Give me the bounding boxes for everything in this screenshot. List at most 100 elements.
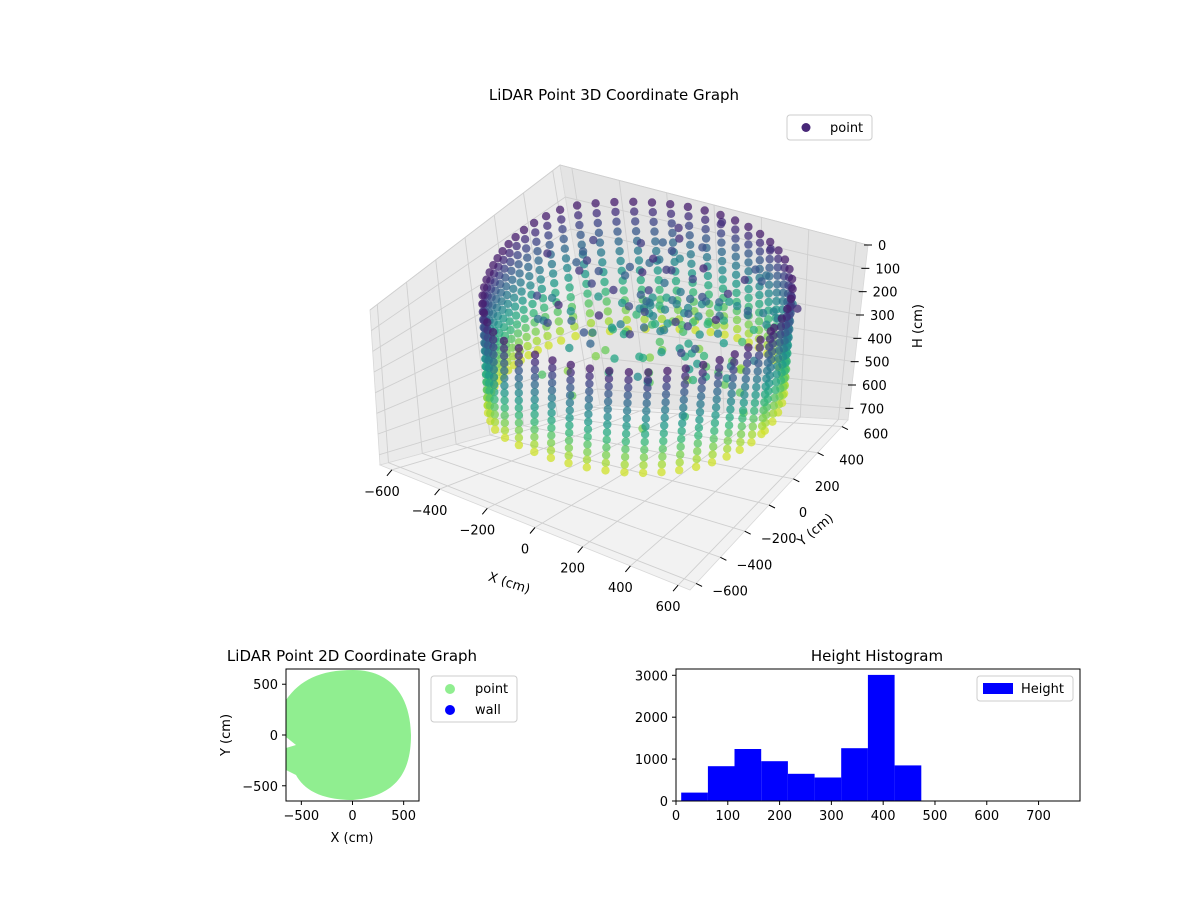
- point-3d: [624, 302, 634, 311]
- point-3d: [566, 360, 575, 370]
- histogram-bar: [707, 766, 735, 801]
- point-3d: [591, 352, 600, 361]
- point-3d: [667, 246, 677, 255]
- point-3d: [602, 297, 611, 306]
- axes-frame-histogram: [675, 668, 1081, 802]
- point-3d: [719, 339, 728, 348]
- point-3d: [565, 421, 574, 430]
- ticks-3d: −600−400−2000200400600−600−400−200020040…: [364, 239, 900, 615]
- ytick-3d: [744, 530, 751, 535]
- point-3d: [560, 244, 569, 253]
- grid-line-x: [534, 204, 725, 528]
- point-3d: [694, 312, 703, 321]
- point-3d: [547, 393, 557, 403]
- point-3d: [583, 425, 593, 434]
- point-3d: [765, 254, 774, 264]
- point-3d: [601, 287, 610, 296]
- point-3d: [772, 288, 781, 297]
- point-3d: [659, 429, 668, 438]
- ticks-histogram: 0 100 200 300 400 500 600 700 0 1000 2000 3000: [635, 669, 1051, 824]
- point-3d: [490, 425, 500, 434]
- point-3d: [771, 377, 781, 387]
- point-3d: [566, 368, 575, 377]
- point-3d: [612, 217, 621, 226]
- point-3d: [751, 390, 760, 400]
- point-3d: [732, 288, 741, 298]
- ytick-label-3d: 600: [864, 428, 889, 443]
- point-3d: [736, 437, 745, 447]
- point-3d: [731, 234, 740, 243]
- point-3d: [744, 284, 753, 294]
- ytick-label-3d: −600: [712, 584, 748, 599]
- legend-3d-marker: [801, 123, 811, 132]
- point-3d: [704, 281, 713, 290]
- ytick-3d: [841, 426, 849, 430]
- point-3d: [596, 248, 606, 257]
- plot-3d: LiDAR Point 3D Coordinate Graph −600 −400…: [364, 86, 926, 615]
- point-3d: [509, 284, 518, 293]
- point-3d: [773, 280, 782, 289]
- point-3d: [788, 284, 797, 294]
- point-3d: [532, 291, 542, 300]
- point-3d: [726, 405, 735, 414]
- point-3d: [683, 322, 692, 331]
- point-3d: [699, 351, 709, 361]
- point-3d: [793, 304, 802, 313]
- point-3d: [754, 317, 764, 326]
- point-3d: [514, 440, 524, 450]
- point-3d: [774, 246, 783, 255]
- point-3d: [658, 444, 667, 454]
- xtick-3d: [481, 507, 488, 515]
- point-3d: [630, 207, 639, 216]
- point-3d: [614, 237, 623, 246]
- point-3d: [703, 271, 713, 281]
- point-3d: [763, 358, 772, 368]
- point-3d: [706, 327, 715, 337]
- point-3d: [533, 247, 542, 256]
- point-3d: [490, 402, 499, 412]
- point-3d: [585, 364, 595, 373]
- point-3d: [762, 374, 771, 383]
- point-3d: [668, 296, 677, 305]
- point-3d: [740, 390, 749, 399]
- point-3d: [732, 315, 742, 325]
- point-3d: [514, 411, 524, 420]
- point-3d: [639, 461, 648, 470]
- point-3d: [584, 299, 593, 308]
- ytick-3d: [720, 556, 727, 561]
- point-3d: [531, 327, 540, 336]
- point-3d: [712, 395, 721, 404]
- point-3d: [676, 287, 685, 297]
- point-3d: [585, 387, 594, 396]
- point-3d: [776, 330, 785, 339]
- point-3d: [574, 211, 583, 220]
- point-3d: [688, 274, 697, 284]
- point-3d: [647, 198, 657, 207]
- point-3d: [659, 436, 668, 446]
- point-3d: [604, 389, 613, 399]
- point-3d: [683, 202, 693, 212]
- point-3d: [547, 431, 556, 440]
- point-3d: [686, 294, 695, 304]
- legend-histogram-label: Height: [1021, 682, 1064, 697]
- point-3d: [603, 397, 613, 406]
- ytick-label-2d: 500: [253, 678, 278, 693]
- point-3d: [765, 263, 774, 272]
- point-3d: [507, 334, 516, 344]
- grid-line-y: [406, 282, 721, 558]
- point-3d: [530, 417, 539, 427]
- grid-line-y: [435, 259, 745, 532]
- point-3d: [758, 414, 767, 423]
- point-3d: [652, 246, 661, 256]
- point-3d: [650, 227, 659, 236]
- point-3d: [489, 357, 498, 367]
- point-3d: [755, 290, 764, 300]
- point-3d: [564, 436, 574, 445]
- point-3d: [582, 455, 592, 464]
- point-3d: [517, 287, 526, 296]
- point-3d: [500, 396, 509, 405]
- point-3d: [769, 307, 778, 316]
- point-3d: [623, 391, 632, 400]
- point-3d: [639, 323, 649, 332]
- point-3d: [594, 311, 604, 320]
